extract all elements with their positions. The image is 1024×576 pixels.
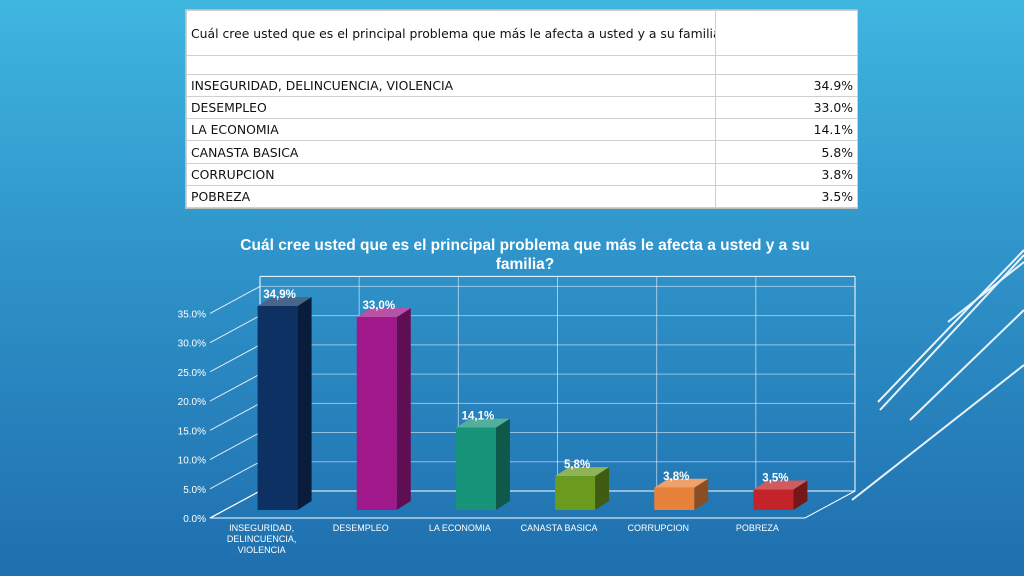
y-tick-label: 10.0% xyxy=(178,456,206,467)
table-row-value: 33.0% xyxy=(715,96,858,120)
bar-side xyxy=(793,480,808,510)
gridline-wall xyxy=(209,490,261,519)
table-row-value: 14.1% xyxy=(715,118,858,142)
table-row: POBREZA 3.5% xyxy=(186,184,858,209)
x-tick-label-line: INSEGURIDAD, xyxy=(229,523,294,533)
y-tick-label: 30.0% xyxy=(178,339,206,350)
chart-title: Cuál cree usted que es el principal prob… xyxy=(240,237,810,273)
gridline-wall xyxy=(209,373,261,402)
x-tick-label: INSEGURIDAD, DELINCUENCIA, VIOLENCIA xyxy=(227,523,297,555)
x-tick-label-line: POBREZA xyxy=(736,523,779,533)
x-tick-label: CANASTA BASICA xyxy=(521,523,598,533)
gridline-wall xyxy=(209,402,261,431)
y-tick-label: 0.0% xyxy=(183,514,206,525)
bar-side xyxy=(595,467,610,510)
bar xyxy=(257,305,298,510)
bar-top xyxy=(257,296,312,306)
x-tick-label: DESEMPLEO xyxy=(333,523,389,533)
table-row: CANASTA BASICA 5.8% xyxy=(186,140,858,164)
gridline-wall xyxy=(209,315,261,344)
bar-top xyxy=(455,418,510,428)
y-tick-label: 25.0% xyxy=(178,368,206,379)
bar-side xyxy=(396,308,411,510)
data-label: 14,1% xyxy=(462,411,495,423)
y-tick-label: 5.0% xyxy=(183,485,206,496)
x-tick-label-line: DELINCUENCIA, xyxy=(227,534,297,544)
table-row-value: 3.5% xyxy=(715,184,858,209)
data-label: 3,5% xyxy=(762,473,788,485)
data-label: 34,9% xyxy=(263,289,296,301)
y-tick-label: 15.0% xyxy=(178,426,206,437)
x-tick-label-line: CANASTA BASICA xyxy=(521,523,598,533)
gridline-wall xyxy=(209,344,261,373)
x-tick-label-line: LA ECONOMIA xyxy=(429,523,491,533)
x-tick-label-line: CORRUPCION xyxy=(627,523,689,533)
x-tick-label: CORRUPCION xyxy=(627,523,689,533)
gridline-wall xyxy=(209,432,261,460)
bar-side xyxy=(495,418,510,510)
y-tick-label: 20.0% xyxy=(178,397,206,408)
x-tick-label-line: VIOLENCIA xyxy=(238,545,286,555)
gridline-wall xyxy=(209,461,261,490)
x-tick-label-line: DESEMPLEO xyxy=(333,523,389,533)
x-tick-label: POBREZA xyxy=(736,523,779,533)
data-label: 3,8% xyxy=(663,471,689,483)
bar xyxy=(356,317,397,510)
gridline-wall xyxy=(209,285,261,314)
bar-top xyxy=(356,308,411,318)
table-row: DESEMPLEO 33.0% xyxy=(186,96,858,120)
bar-side xyxy=(694,478,709,510)
bar-top xyxy=(555,467,610,477)
table-row-label: POBREZA xyxy=(186,184,716,209)
bar xyxy=(555,476,596,510)
x-tick-label: LA ECONOMIA xyxy=(429,523,491,533)
data-label: 5,8% xyxy=(564,459,590,471)
y-tick-label: 35.0% xyxy=(178,309,206,320)
data-label: 33,0% xyxy=(362,300,395,312)
bar xyxy=(753,489,794,510)
bar-side xyxy=(297,296,312,510)
data-table: Cuál cree usted que es el principal prob… xyxy=(185,9,858,209)
bar-top xyxy=(654,478,709,488)
bar xyxy=(654,487,695,510)
bar-top xyxy=(753,480,808,490)
bar xyxy=(455,427,496,510)
table-row: INSEGURIDAD, DELINCUENCIA, VIOLENCIA 34.… xyxy=(186,73,858,98)
